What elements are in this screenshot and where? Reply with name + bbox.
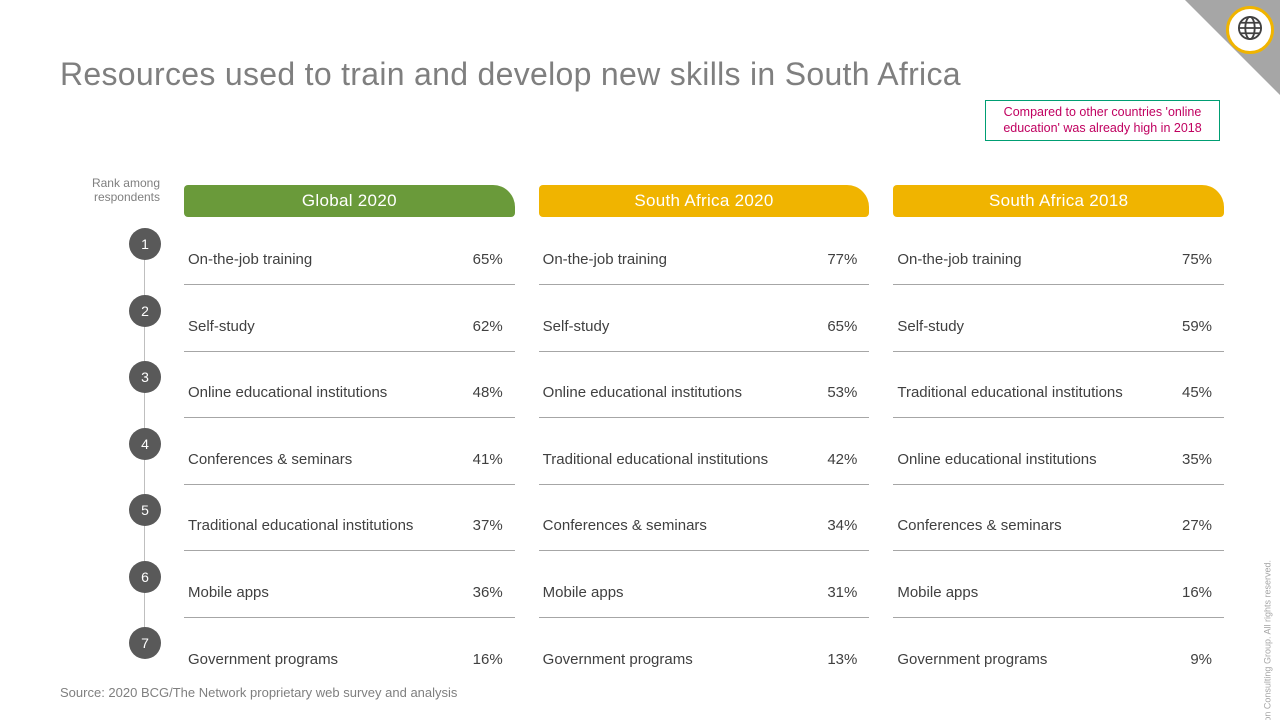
table-row: Traditional educational institutions45% — [893, 368, 1224, 418]
table-row: Mobile apps16% — [893, 568, 1224, 618]
row-value: 9% — [1162, 651, 1212, 668]
row-value: 62% — [453, 318, 503, 335]
row-value: 41% — [453, 451, 503, 468]
row-value: 65% — [453, 251, 503, 268]
row-value: 36% — [453, 584, 503, 601]
row-value: 27% — [1162, 517, 1212, 534]
row-label: Government programs — [897, 651, 1162, 668]
row-label: Mobile apps — [543, 584, 808, 601]
rank-dot: 4 — [129, 428, 161, 460]
table-row: Conferences & seminars34% — [539, 501, 870, 551]
table-row: Mobile apps31% — [539, 568, 870, 618]
corner-badge — [1226, 6, 1274, 54]
row-label: Government programs — [188, 651, 453, 668]
table-row: Self-study62% — [184, 302, 515, 352]
row-label: Conferences & seminars — [543, 517, 808, 534]
data-column: South Africa 2020 On-the-job training77% S… — [539, 185, 870, 701]
row-value: 59% — [1162, 318, 1212, 335]
rank-column: 1 2 3 4 5 6 7 — [125, 228, 165, 694]
table-row: On-the-job training77% — [539, 235, 870, 285]
row-label: Online educational institutions — [543, 384, 808, 401]
row-label: Self-study — [188, 318, 453, 335]
row-value: 34% — [807, 517, 857, 534]
rank-dot: 1 — [129, 228, 161, 260]
row-label: Self-study — [897, 318, 1162, 335]
rank-dot: 5 — [129, 494, 161, 526]
column-header: South Africa 2020 — [539, 185, 870, 217]
row-value: 53% — [807, 384, 857, 401]
table-row: Online educational institutions35% — [893, 435, 1224, 485]
table-row: Mobile apps36% — [184, 568, 515, 618]
page-title: Resources used to train and develop new … — [60, 56, 961, 93]
rank-dot: 6 — [129, 561, 161, 593]
row-label: Traditional educational institutions — [897, 384, 1162, 401]
callout-box: Compared to other countries 'online educ… — [985, 100, 1220, 141]
column-header: Global 2020 — [184, 185, 515, 217]
row-label: Mobile apps — [188, 584, 453, 601]
row-value: 42% — [807, 451, 857, 468]
table-row: Online educational institutions53% — [539, 368, 870, 418]
row-value: 75% — [1162, 251, 1212, 268]
rank-dot: 3 — [129, 361, 161, 393]
table-row: Government programs9% — [893, 634, 1224, 684]
row-value: 65% — [807, 318, 857, 335]
row-label: Government programs — [543, 651, 808, 668]
row-label: Online educational institutions — [188, 384, 453, 401]
column-header: South Africa 2018 — [893, 185, 1224, 217]
table-row: Conferences & seminars27% — [893, 501, 1224, 551]
table-row: Conferences & seminars41% — [184, 435, 515, 485]
row-value: 37% — [453, 517, 503, 534]
row-label: Conferences & seminars — [897, 517, 1162, 534]
data-column: Global 2020 On-the-job training65% Self-st… — [184, 185, 515, 701]
table-row: Government programs16% — [184, 634, 515, 684]
row-value: 31% — [807, 584, 857, 601]
rank-dot: 2 — [129, 295, 161, 327]
columns-container: Global 2020On-the-job training65%Self-st… — [184, 185, 1224, 701]
rank-dot: 7 — [129, 627, 161, 659]
slide: Resources used to train and develop new … — [0, 0, 1280, 720]
globe-icon — [1236, 14, 1264, 47]
row-label: On-the-job training — [897, 251, 1162, 268]
row-value: 13% — [807, 651, 857, 668]
row-value: 35% — [1162, 451, 1212, 468]
table-row: Self-study65% — [539, 302, 870, 352]
source-note: Source: 2020 BCG/The Network proprietary… — [60, 685, 457, 700]
rank-axis-label: Rank among respondents — [80, 176, 160, 205]
row-value: 77% — [807, 251, 857, 268]
row-label: Traditional educational institutions — [188, 517, 453, 534]
table-row: Traditional educational institutions37% — [184, 501, 515, 551]
row-value: 48% — [453, 384, 503, 401]
table-row: Self-study59% — [893, 302, 1224, 352]
row-value: 45% — [1162, 384, 1212, 401]
table-row: On-the-job training75% — [893, 235, 1224, 285]
copyright-note: Copyright © 2021 by Boston Consulting Gr… — [1262, 560, 1272, 720]
row-value: 16% — [1162, 584, 1212, 601]
row-label: On-the-job training — [543, 251, 808, 268]
row-label: Mobile apps — [897, 584, 1162, 601]
row-label: Conferences & seminars — [188, 451, 453, 468]
row-label: Online educational institutions — [897, 451, 1162, 468]
table-row: Traditional educational institutions42% — [539, 435, 870, 485]
row-label: Traditional educational institutions — [543, 451, 808, 468]
data-column: South Africa 2018 On-the-job training75% S… — [893, 185, 1224, 701]
row-label: Self-study — [543, 318, 808, 335]
table-row: Online educational institutions48% — [184, 368, 515, 418]
table-row: Government programs13% — [539, 634, 870, 684]
row-value: 16% — [453, 651, 503, 668]
table-row: On-the-job training65% — [184, 235, 515, 285]
row-label: On-the-job training — [188, 251, 453, 268]
